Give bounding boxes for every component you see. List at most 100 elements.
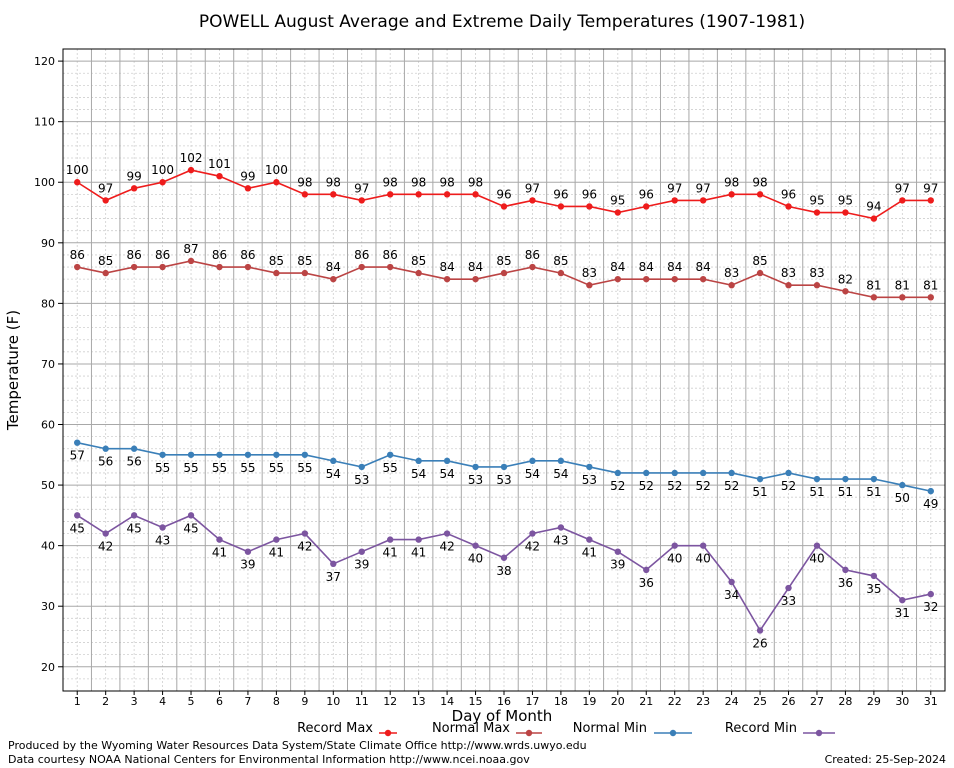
x-tick-label: 23: [696, 695, 710, 708]
record-max-point: [301, 191, 309, 198]
record-max-point: [102, 197, 109, 204]
x-tick-label: 7: [244, 695, 251, 708]
normal-max-data-label: 84: [696, 260, 711, 274]
normal-min-point: [728, 469, 735, 477]
x-tick-label: 11: [355, 695, 369, 708]
y-tick-label: 70: [41, 358, 55, 371]
normal-max-point: [273, 269, 280, 277]
x-tick-label: 27: [810, 695, 824, 708]
normal-max-data-label: 83: [809, 266, 824, 280]
x-tick-label: 14: [440, 695, 454, 708]
normal-min-data-label: 56: [126, 455, 141, 469]
normal-min-data-label: 55: [297, 461, 312, 475]
record-min-point: [643, 566, 650, 574]
x-tick-label: 4: [159, 695, 166, 708]
record-max-point: [500, 203, 508, 210]
x-tick-label: 24: [725, 695, 739, 708]
normal-min-point: [842, 475, 849, 483]
record-max-point: [842, 209, 849, 216]
normal-min-data-label: 52: [724, 479, 739, 493]
normal-min-data-label: 55: [383, 461, 398, 475]
record-min-data-label: 32: [923, 600, 938, 614]
normal-max-point: [756, 269, 764, 277]
record-max-point: [159, 179, 166, 186]
record-max-data-label: 102: [180, 151, 203, 165]
record-min-data-label: 41: [269, 546, 284, 560]
normal-min-data-label: 54: [326, 467, 341, 481]
normal-max-point: [443, 275, 451, 283]
normal-max-point: [187, 257, 195, 265]
legend-marker-normal-max: [525, 729, 533, 737]
normal-min-point: [443, 457, 451, 465]
y-tick-label: 90: [41, 237, 55, 250]
record-max-point: [756, 191, 764, 198]
normal-min-point: [159, 451, 166, 458]
normal-max-data-label: 83: [724, 266, 739, 280]
record-max-data-label: 101: [208, 157, 231, 171]
record-min-point: [330, 560, 337, 568]
normal-max-data-label: 86: [383, 248, 398, 262]
record-min-point: [415, 536, 422, 543]
record-max-data-label: 98: [439, 175, 454, 189]
record-min-data-label: 34: [724, 588, 739, 602]
record-min-data-label: 41: [212, 546, 227, 560]
record-min-data-label: 42: [439, 540, 454, 554]
normal-min-point: [643, 469, 650, 477]
normal-min-data-label: 51: [838, 485, 853, 499]
x-tick-label: 9: [301, 695, 308, 708]
record-max-data-label: 99: [126, 169, 141, 183]
y-tick-label: 60: [41, 419, 55, 432]
record-min-data-label: 36: [838, 576, 853, 590]
normal-max-point: [358, 263, 365, 271]
normal-max-point: [785, 282, 792, 289]
normal-max-point: [301, 269, 309, 277]
record-max-point: [671, 197, 678, 204]
x-tick-label: 29: [867, 695, 881, 708]
normal-min-data-label: 54: [411, 467, 426, 481]
record-max-point: [187, 166, 195, 174]
record-min-data-label: 41: [383, 546, 398, 560]
normal-min-data-label: 52: [639, 479, 654, 493]
normal-min-data-label: 51: [866, 485, 881, 499]
record-max-data-label: 98: [752, 175, 767, 189]
record-min-data-label: 40: [468, 552, 483, 566]
record-max-point: [244, 185, 252, 192]
y-tick-label: 40: [41, 540, 55, 553]
normal-max-data-label: 86: [240, 248, 255, 262]
record-max-data-label: 98: [297, 175, 312, 189]
record-min-data-label: 31: [895, 606, 910, 620]
record-min-data-label: 37: [326, 570, 341, 584]
record-min-data-label: 36: [639, 576, 654, 590]
x-tick-label: 6: [216, 695, 223, 708]
x-tick-label: 12: [383, 695, 397, 708]
normal-min-data-label: 52: [781, 479, 796, 493]
normal-max-data-label: 81: [923, 278, 938, 292]
normal-max-data-label: 84: [610, 260, 625, 274]
record-max-data-label: 95: [838, 194, 853, 208]
normal-min-data-label: 54: [525, 467, 540, 481]
x-tick-label: 31: [924, 695, 938, 708]
record-min-data-label: 45: [183, 521, 198, 535]
record-min-data-label: 45: [126, 521, 141, 535]
normal-max-point: [529, 263, 536, 271]
record-max-data-label: 94: [866, 200, 881, 214]
normal-min-data-label: 52: [610, 479, 625, 493]
record-max-data-label: 100: [265, 163, 288, 177]
record-min-point: [756, 627, 764, 634]
legend-marker-normal-min: [669, 729, 677, 737]
record-max-data-label: 97: [923, 181, 938, 195]
normal-max-data-label: 84: [439, 260, 454, 274]
record-max-point: [927, 197, 934, 204]
normal-max-data-label: 84: [639, 260, 654, 274]
x-tick-label: 8: [273, 695, 280, 708]
normal-min-point: [870, 475, 878, 483]
normal-min-data-label: 54: [439, 467, 454, 481]
record-min-point: [500, 554, 508, 561]
normal-min-data-label: 55: [269, 461, 284, 475]
normal-min-point: [415, 457, 422, 465]
normal-min-point: [927, 487, 934, 495]
normal-min-point: [74, 439, 81, 446]
normal-min-point: [102, 445, 109, 452]
record-min-point: [842, 566, 849, 574]
record-min-data-label: 39: [240, 558, 255, 572]
